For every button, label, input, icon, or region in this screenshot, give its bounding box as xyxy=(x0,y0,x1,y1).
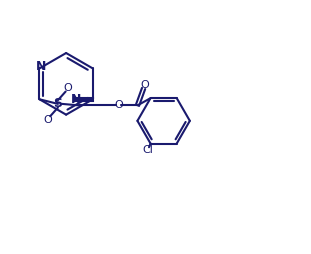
Text: N: N xyxy=(36,60,46,73)
Text: O: O xyxy=(141,80,150,90)
Text: O: O xyxy=(43,115,52,125)
Text: S: S xyxy=(53,97,63,110)
Text: O: O xyxy=(64,83,72,92)
Text: Cl: Cl xyxy=(143,145,154,155)
Text: O: O xyxy=(114,100,123,110)
Text: N: N xyxy=(71,93,81,106)
